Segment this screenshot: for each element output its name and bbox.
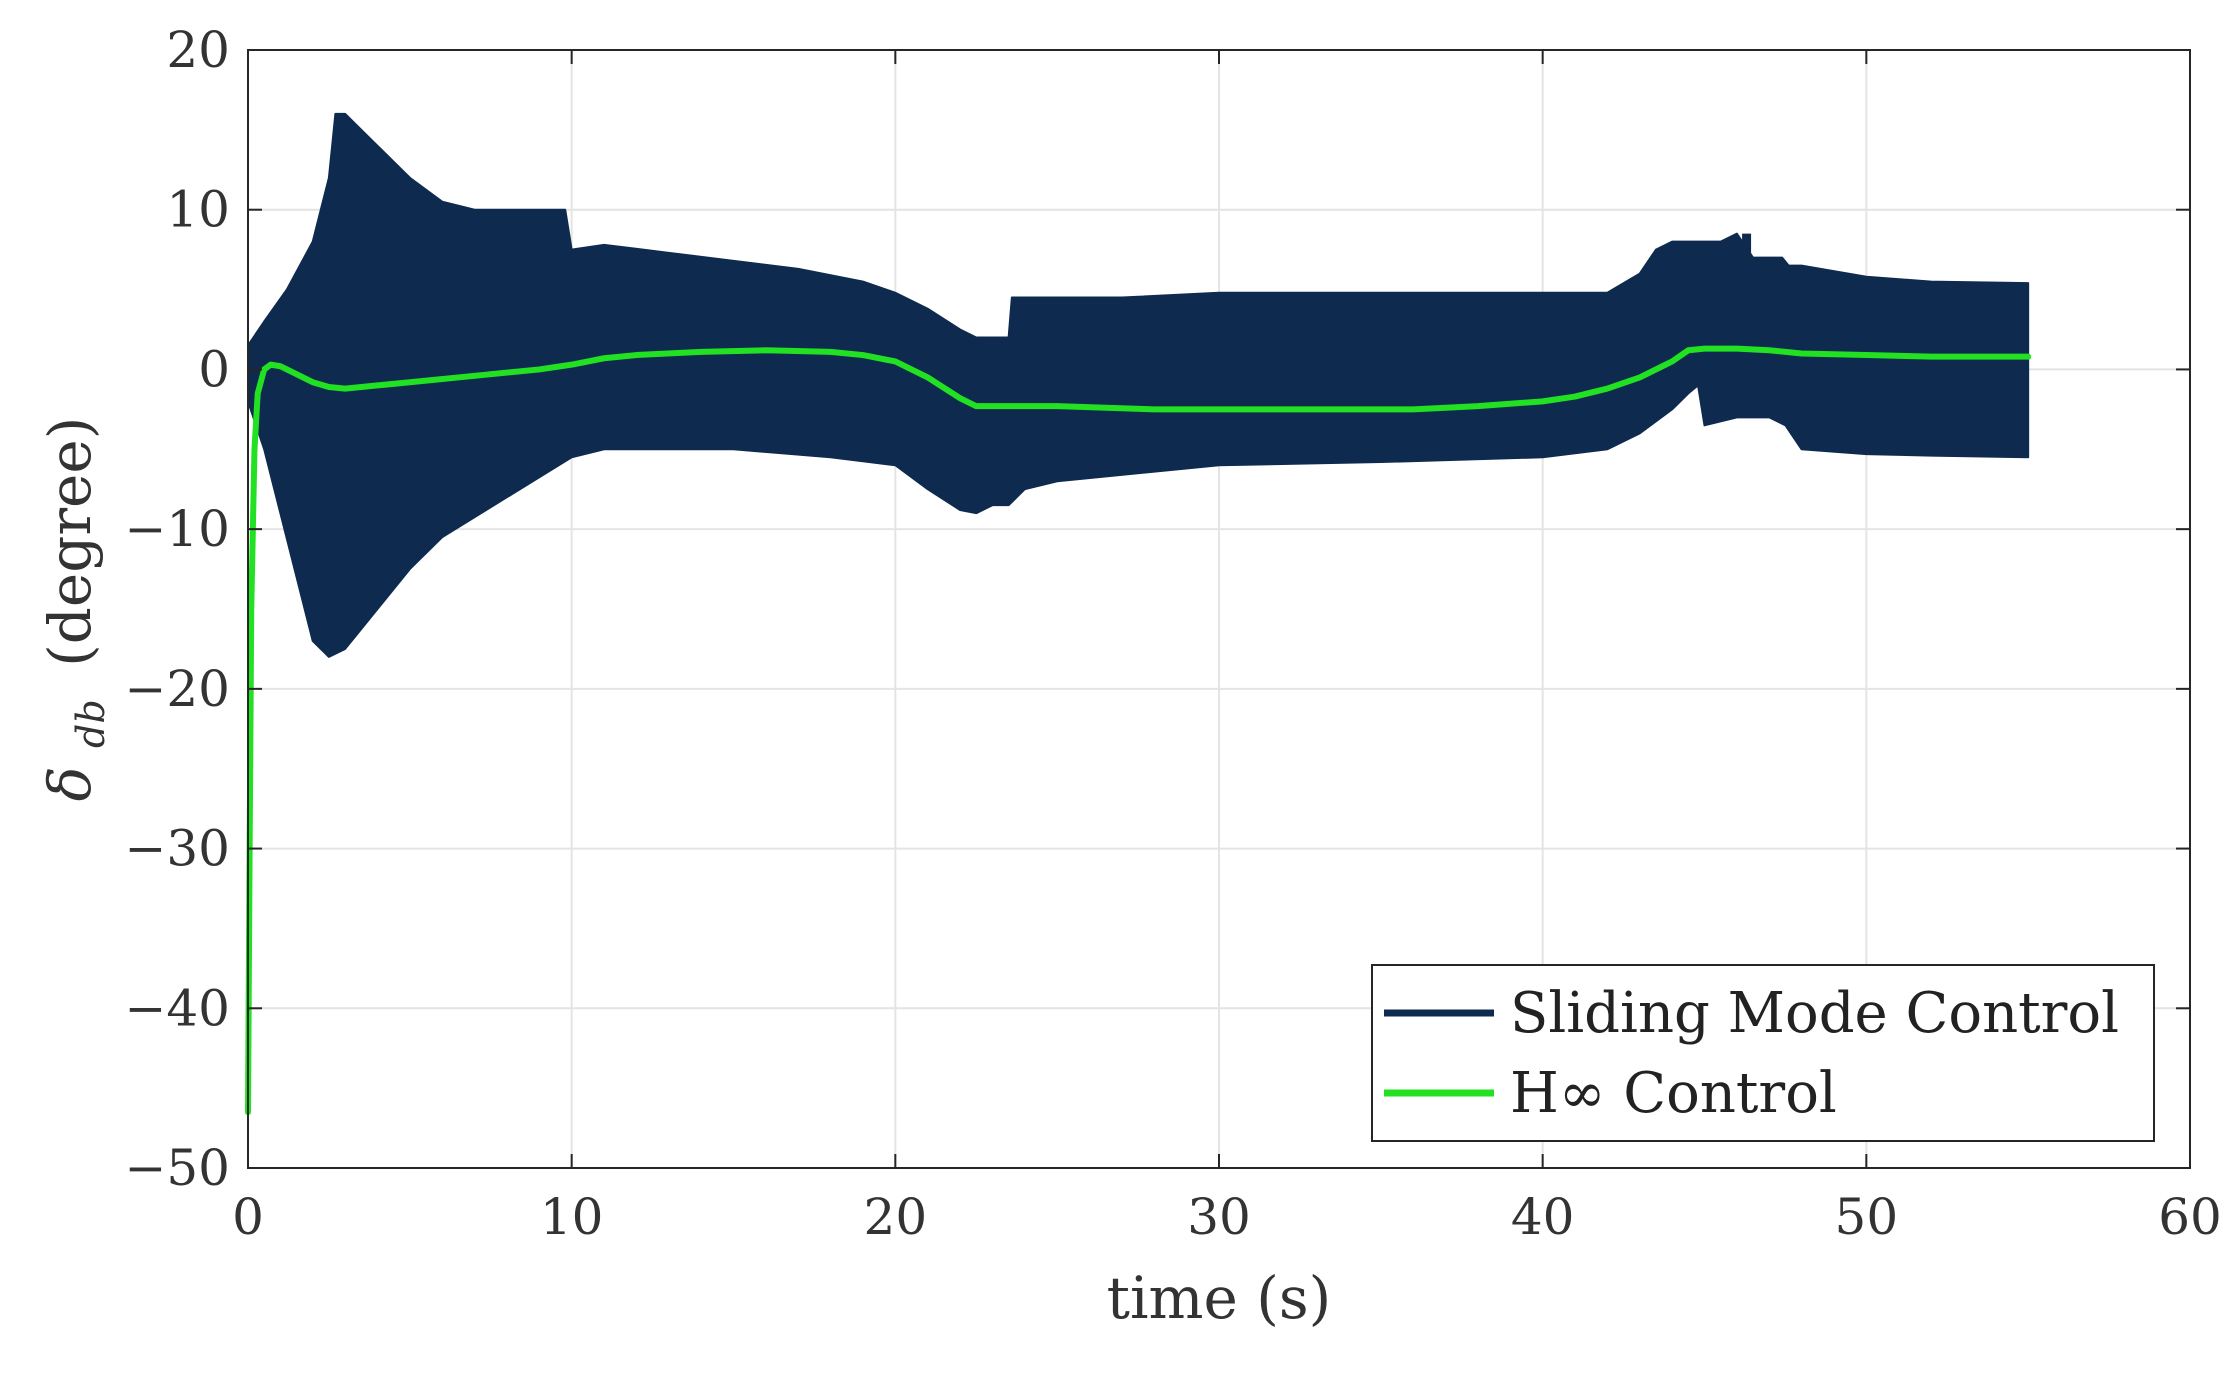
- y-axis-label-symbol: δ: [36, 766, 104, 801]
- y-tick-label-0: −50: [124, 1139, 230, 1197]
- h-infinity-control-line: [245, 345, 2032, 1116]
- y-tick-label-4: −10: [124, 500, 230, 558]
- y-tick-label-2: −30: [124, 820, 230, 878]
- sliding-mode-control-band: [247, 112, 2030, 658]
- legend-entry-h-infinity-control: H∞ Control: [1510, 1061, 1837, 1126]
- y-tick-label-7: 20: [166, 21, 230, 79]
- x-tick-label-4: 40: [1511, 1188, 1575, 1246]
- series-h-infinity-control: [245, 345, 2032, 1116]
- y-axis-label: δ db (degree): [36, 417, 118, 802]
- y-tick-label-1: −40: [124, 979, 230, 1037]
- x-tick-label-5: 50: [1835, 1188, 1899, 1246]
- y-tick-label-6: 10: [166, 181, 230, 239]
- x-tick-label-3: 30: [1187, 1188, 1251, 1246]
- legend: Sliding Mode Control H∞ Control: [1371, 964, 2155, 1142]
- y-axis-label-unit: (degree): [36, 417, 104, 667]
- axis-ticks: 0 10 20 30 40 50 60 −50 −40 −30 −20 −10 0 10 20: [124, 21, 2221, 1246]
- legend-box: [1371, 964, 2155, 1142]
- y-tick-label-5: 0: [198, 340, 230, 398]
- x-axis-label: time (s): [1107, 1264, 1332, 1332]
- series-sliding-mode-control: [247, 112, 2030, 658]
- y-axis-label-subscript: db: [69, 699, 113, 748]
- x-tick-label-6: 60: [2158, 1188, 2222, 1246]
- legend-entry-sliding-mode-control: Sliding Mode Control: [1510, 981, 2119, 1046]
- x-tick-label-2: 20: [864, 1188, 928, 1246]
- x-tick-label-1: 10: [540, 1188, 604, 1246]
- x-tick-label-0: 0: [232, 1188, 264, 1246]
- y-tick-label-3: −20: [124, 660, 230, 718]
